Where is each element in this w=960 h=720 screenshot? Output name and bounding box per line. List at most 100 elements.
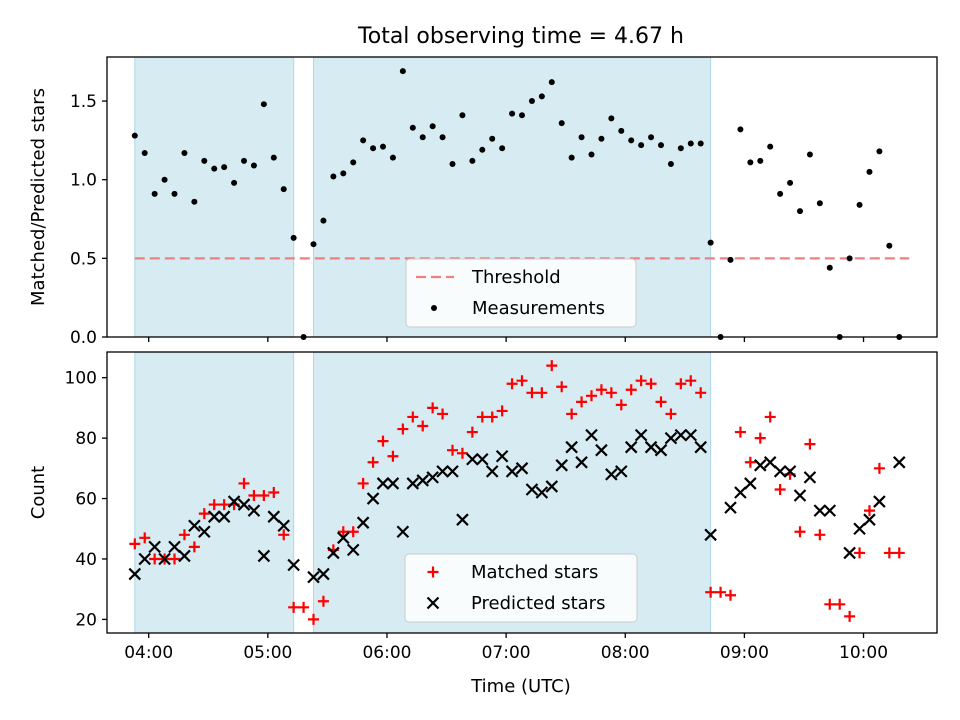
data-point (794, 526, 806, 538)
data-point (813, 504, 827, 517)
data-point (615, 399, 627, 411)
data-point (437, 408, 449, 420)
data-point (417, 420, 429, 432)
data-point (608, 115, 615, 122)
y-tick-label: 60 (75, 490, 97, 510)
data-point (558, 120, 565, 127)
data-point (211, 165, 218, 172)
data-point (436, 465, 449, 478)
data-point (447, 444, 459, 456)
data-point (499, 145, 506, 152)
data-point (218, 499, 230, 511)
data-point (466, 426, 478, 438)
data-point (247, 504, 261, 517)
data-point (556, 381, 568, 393)
data-point (360, 137, 367, 144)
data-point (546, 360, 558, 372)
data-point (347, 526, 359, 538)
data-point (548, 79, 555, 86)
data-point (555, 459, 568, 472)
data-point (545, 480, 559, 493)
data-point (734, 426, 746, 438)
data-point (280, 186, 287, 193)
data-point (677, 145, 684, 152)
data-point (427, 402, 439, 414)
data-point (376, 477, 390, 490)
legend-label: Matched stars (471, 562, 598, 583)
y-tick-label: 80 (75, 429, 97, 449)
data-point (128, 567, 142, 581)
data-point (287, 558, 300, 572)
data-point (793, 489, 807, 502)
data-point (806, 151, 813, 158)
data-point (459, 112, 466, 119)
data-point (754, 432, 766, 444)
data-point (377, 435, 389, 447)
data-point (178, 549, 191, 563)
legend-box (405, 258, 637, 328)
x-axis-label: Time (UTC) (470, 676, 571, 697)
axes-frame (106, 56, 938, 338)
data-point (774, 483, 786, 495)
data-point (129, 538, 141, 550)
data-point (655, 396, 667, 408)
data-point (697, 140, 704, 147)
data-point (605, 468, 618, 481)
y-tick-label: 0.0 (70, 328, 97, 348)
data-point (509, 110, 516, 117)
data-point (605, 387, 617, 399)
data-point (337, 526, 349, 538)
data-point (823, 504, 837, 517)
data-point (814, 529, 826, 541)
data-point (519, 112, 525, 119)
data-point (873, 495, 886, 508)
data-point (207, 510, 221, 523)
data-point (866, 168, 873, 175)
data-point (773, 465, 787, 478)
data-point (171, 190, 178, 197)
data-point (744, 456, 756, 468)
data-point (227, 495, 241, 508)
data-point (149, 553, 161, 565)
data-point (737, 126, 744, 133)
data-point (575, 456, 588, 469)
legend-box (404, 553, 638, 623)
x-tick-label: 09:00 (720, 643, 769, 663)
data-point (307, 570, 320, 584)
data-point (476, 452, 489, 466)
data-point (248, 490, 260, 502)
y-axis-label: Count (28, 466, 49, 519)
data-point (516, 375, 528, 387)
data-point (695, 387, 707, 399)
data-point (221, 164, 228, 171)
data-point (705, 586, 717, 598)
data-point (389, 154, 396, 161)
data-point (644, 440, 658, 454)
data-point (515, 462, 529, 475)
data-point (310, 241, 317, 248)
data-point (416, 474, 429, 487)
data-point (208, 499, 220, 511)
data-point (893, 547, 905, 559)
data-point (565, 440, 578, 454)
data-point (485, 465, 499, 478)
data-point (853, 522, 866, 536)
data-point (635, 375, 647, 387)
data-point (268, 487, 280, 498)
data-point (367, 456, 379, 468)
x-tick-label: 04:00 (124, 643, 173, 663)
data-point (397, 423, 409, 435)
data-point (201, 157, 208, 164)
data-point (277, 519, 290, 533)
data-point (317, 595, 329, 607)
data-point (298, 601, 310, 613)
data-point (886, 242, 893, 249)
data-point (399, 68, 406, 75)
data-point (715, 586, 727, 598)
data-point (804, 438, 816, 450)
data-point (684, 428, 698, 442)
data-point (824, 598, 836, 610)
data-point (667, 160, 674, 167)
data-point (734, 486, 747, 499)
